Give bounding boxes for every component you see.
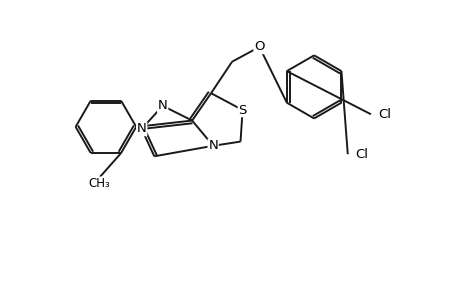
Text: Cl: Cl <box>354 148 368 161</box>
Text: N: N <box>157 99 167 112</box>
Text: N: N <box>136 122 146 136</box>
Text: Cl: Cl <box>378 108 391 121</box>
Text: N: N <box>208 139 218 152</box>
Text: S: S <box>238 103 246 116</box>
Text: CH₃: CH₃ <box>89 177 110 190</box>
Text: O: O <box>254 40 264 53</box>
